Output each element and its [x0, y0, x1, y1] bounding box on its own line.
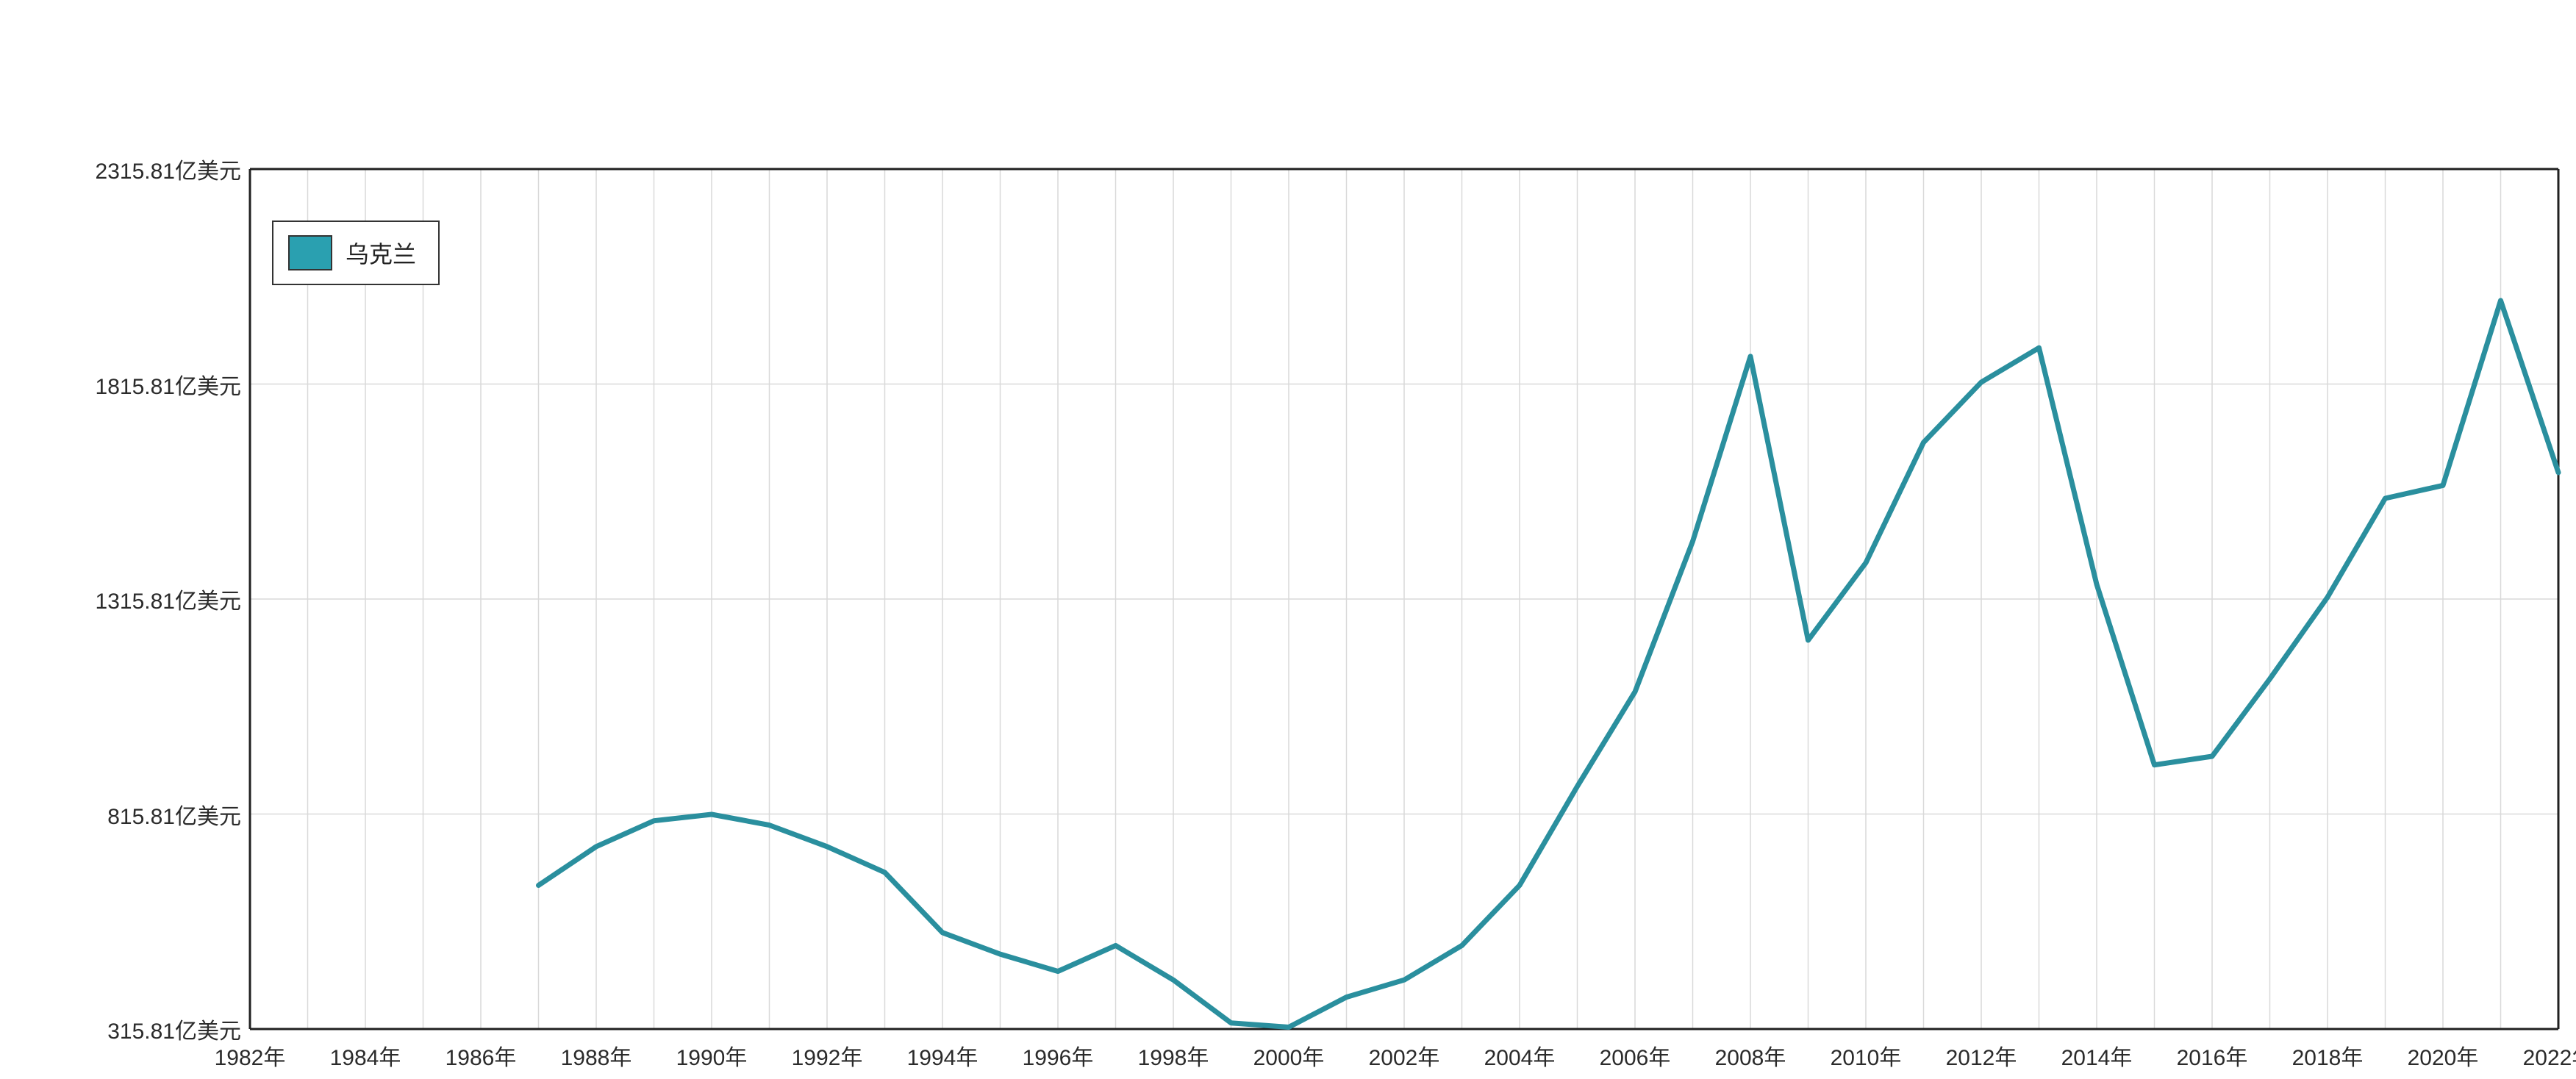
y-tick-label: 1315.81亿美元: [96, 583, 241, 615]
x-tick-label: 1988年: [561, 1039, 632, 1072]
x-tick-label: 2008年: [1715, 1039, 1786, 1072]
x-tick-label: 1982年: [215, 1039, 286, 1072]
chart-legend: 乌克兰: [272, 221, 440, 285]
x-tick-label: 1996年: [1023, 1039, 1094, 1072]
x-tick-label: 1992年: [792, 1039, 863, 1072]
x-tick-label: 2014年: [2061, 1039, 2133, 1072]
x-tick-label: 1986年: [446, 1039, 517, 1072]
x-tick-label: 2018年: [2292, 1039, 2364, 1072]
x-tick-label: 2010年: [1831, 1039, 1902, 1072]
x-tick-label: 2004年: [1484, 1039, 1556, 1072]
x-tick-label: 1984年: [330, 1039, 401, 1072]
y-tick-label: 2315.81亿美元: [96, 153, 241, 185]
y-tick-label: 1815.81亿美元: [96, 368, 241, 401]
legend-label: 乌克兰: [346, 236, 416, 270]
chart-canvas: 搜狐号@戴眼镜的李老师 315.81亿美元815.81亿美元1315.81亿美元…: [0, 0, 2576, 1079]
x-tick-label: 2020年: [2408, 1039, 2479, 1072]
x-tick-label: 2006年: [1600, 1039, 1671, 1072]
legend-swatch: [288, 235, 332, 270]
x-tick-label: 2016年: [2177, 1039, 2248, 1072]
x-tick-label: 2000年: [1253, 1039, 1325, 1072]
x-tick-label: 2002年: [1369, 1039, 1440, 1072]
x-tick-label: 1998年: [1138, 1039, 1209, 1072]
x-tick-label: 2012年: [1946, 1039, 2017, 1072]
x-tick-label: 1990年: [676, 1039, 748, 1072]
y-tick-label: 815.81亿美元: [107, 798, 241, 831]
line-chart: [0, 0, 2576, 1079]
x-tick-label: 2022年: [2523, 1039, 2576, 1072]
x-tick-label: 1994年: [907, 1039, 978, 1072]
